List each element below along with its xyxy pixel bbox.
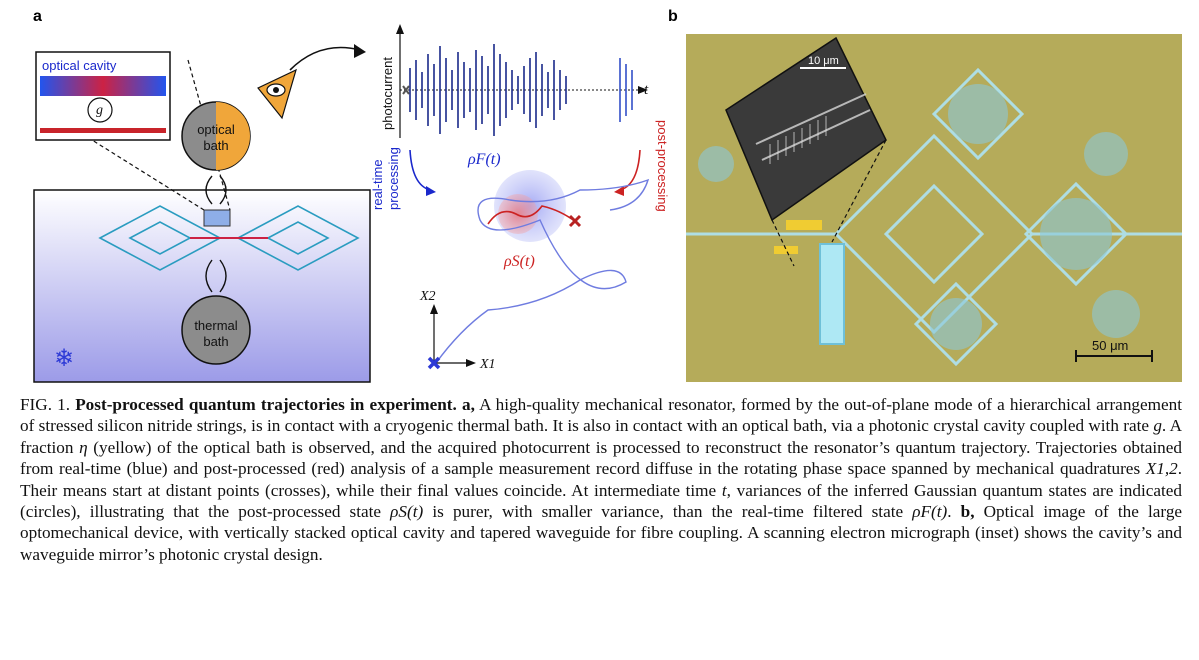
- thermal-bath-line1: thermal: [194, 318, 237, 333]
- snowflake-icon: ❄: [54, 345, 74, 372]
- fractal-resonator: [98, 205, 360, 271]
- caption-text-1: A high-quality mechanical resonator, for…: [20, 395, 1182, 436]
- photocurrent-label: photocurrent: [380, 57, 395, 130]
- caption-text-4: . Their means start at distant points (c…: [20, 459, 1183, 500]
- caption-rho-f: ρF(t): [912, 502, 948, 522]
- caption-text-2: . A fraction: [20, 416, 1183, 457]
- optical-bath-line1: optical: [197, 122, 235, 137]
- cross-start-photocurrent: [402, 85, 410, 95]
- rho-f-label: ρF(t): [467, 151, 501, 168]
- cryostat-floor: [33, 189, 371, 383]
- realtime-label-2: processing: [386, 147, 401, 210]
- caption-text-5: , variances of the inferred Gaussian qua…: [20, 480, 1182, 522]
- caption-text-7: .: [947, 502, 952, 522]
- realtime-label-1: real-time: [370, 159, 385, 210]
- caption-text-8: Optical image of the large optomechanica…: [20, 502, 1183, 564]
- detector-eye-icon: [257, 68, 297, 120]
- caption-text-6: is purer, with smaller variance, than th…: [432, 502, 904, 522]
- caption-x12: X1,2: [1145, 459, 1178, 479]
- photocurrent-signal: [409, 44, 633, 136]
- thermal-bath-line2: bath: [203, 334, 228, 349]
- caption-text-3: (yellow) of the optical bath is observed…: [20, 437, 1182, 479]
- time-axis-label: t: [644, 82, 649, 98]
- cross-start-realtime: [427, 356, 441, 370]
- inset-scalebar-label: 10 μm: [808, 55, 839, 67]
- realtime-trajectory: [435, 178, 650, 364]
- caption-title: Post-processed quantum trajectories in e…: [75, 395, 457, 414]
- cavity-beam: [40, 76, 166, 96]
- caption-eta: η: [79, 437, 88, 457]
- coupling-g: g: [96, 103, 103, 118]
- caption-t: t: [721, 480, 727, 500]
- optical-bath-line2: bath: [203, 138, 228, 153]
- device-image: 10 μm 50 μm: [686, 34, 1182, 382]
- postprocessed-trajectory: [487, 205, 577, 225]
- x2-axis-label: X2: [419, 289, 436, 304]
- cross-end: [568, 214, 582, 228]
- optical-cavity-label: optical cavity: [42, 58, 117, 73]
- x1-axis-label: X1: [479, 357, 496, 372]
- caption-b-label: b,: [960, 502, 975, 522]
- caption-rho-s: ρS(t): [390, 502, 424, 522]
- caption-fig-number: FIG. 1.: [20, 395, 71, 414]
- caption-a-label: a,: [461, 395, 475, 414]
- thermal-bath: [181, 295, 251, 365]
- panel-a-label: a: [33, 8, 42, 25]
- panel-a-schematic: ❄ optical cavity g optical bath thermal …: [33, 24, 670, 383]
- panel-b-label: b: [668, 8, 678, 25]
- mechanical-string: [40, 128, 166, 133]
- rho-s-label: ρS(t): [503, 253, 535, 270]
- caption-g: g: [1153, 416, 1162, 436]
- figure-caption: FIG. 1. Post-processed quantum trajector…: [20, 394, 1182, 565]
- panel-b-micrograph: 10 μm 50 μm: [686, 34, 1182, 382]
- cavity-marker: [203, 209, 231, 227]
- main-scalebar-label: 50 μm: [1092, 338, 1128, 353]
- postprocessing-label: post-processing: [655, 120, 670, 212]
